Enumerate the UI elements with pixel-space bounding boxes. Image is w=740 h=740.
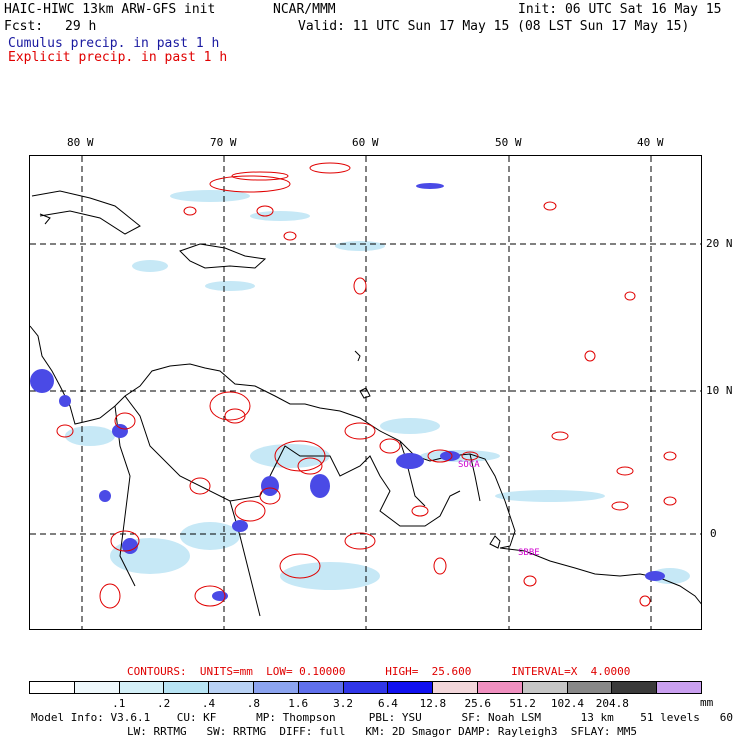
colorbar-label: 6.4 bbox=[378, 697, 398, 710]
station-label-soca: SOCA bbox=[458, 460, 480, 470]
explicit-precip-contours bbox=[56, 162, 677, 609]
cumulus-legend: Cumulus precip. in past 1 h bbox=[8, 36, 220, 51]
colorbar-cell bbox=[253, 682, 299, 693]
colorbar-cell bbox=[657, 682, 701, 693]
colorbar-label: 1.6 bbox=[288, 697, 309, 710]
lon-label-70w: 70 W bbox=[210, 136, 237, 149]
colorbar-cell bbox=[30, 682, 75, 693]
station-label-sbbe: SBBE bbox=[518, 548, 540, 558]
lon-label-50w: 50 W bbox=[495, 136, 522, 149]
colorbar-cell bbox=[209, 682, 254, 693]
model-info-line2: LW: RRTMG SW: RRTMG DIFF: full KM: 2D Sm… bbox=[127, 725, 637, 738]
colorbar-cell bbox=[567, 682, 613, 693]
colorbar-label: .2 bbox=[157, 697, 171, 710]
colorbar-label: .8 bbox=[246, 697, 260, 710]
precip-map bbox=[29, 155, 702, 630]
lon-label-40w: 40 W bbox=[637, 136, 664, 149]
valid-time: Valid: 11 UTC Sun 17 May 15 (08 LST Sun … bbox=[298, 19, 690, 34]
colorbar-label: .1 bbox=[112, 697, 126, 710]
colorbar-cell bbox=[612, 682, 658, 693]
colorbar-label: 102.4 bbox=[550, 697, 585, 710]
light-precip-areas bbox=[65, 190, 690, 590]
coastlines bbox=[30, 190, 701, 617]
fcst-label: Fcst: bbox=[4, 19, 44, 34]
colorbar-cell bbox=[477, 682, 523, 693]
map-canvas bbox=[30, 156, 701, 629]
colorbar-label: .4 bbox=[201, 697, 216, 710]
colorbar-cell bbox=[343, 682, 389, 693]
colorbar-label: 51.2 bbox=[509, 697, 536, 710]
colorbar-cell bbox=[433, 682, 478, 693]
colorbar-label: 3.2 bbox=[333, 697, 354, 710]
model-title: HAIC-HIWC 13km ARW-GFS init bbox=[4, 2, 216, 17]
contours-info: CONTOURS: UNITS=mm LOW= 0.10000 HIGH= 25… bbox=[127, 665, 631, 678]
colorbar-label: 25.6 bbox=[464, 697, 491, 710]
lat-label-10n: 10 N bbox=[706, 384, 733, 397]
lon-label-60w: 60 W bbox=[352, 136, 379, 149]
colorbar-cell bbox=[119, 682, 165, 693]
colorbar-cell bbox=[522, 682, 568, 693]
colorbar-label: 12.8 bbox=[419, 697, 447, 710]
init-time: Init: 06 UTC Sat 16 May 15 bbox=[518, 2, 722, 17]
lat-label-0: 0 bbox=[710, 527, 717, 540]
colorbar-cell bbox=[388, 682, 434, 693]
lat-label-20n: 20 N bbox=[706, 237, 733, 250]
cumulus-precip-areas bbox=[30, 183, 665, 601]
colorbar-cell bbox=[298, 682, 344, 693]
colorbar-cell bbox=[164, 682, 210, 693]
org-label: NCAR/MMM bbox=[273, 2, 336, 17]
colorbar-units: mm bbox=[700, 696, 714, 709]
colorbar-cell bbox=[74, 682, 120, 693]
explicit-legend: Explicit precip. in past 1 h bbox=[8, 50, 228, 65]
fcst-value: 29 h bbox=[65, 19, 97, 34]
lat-lon-grid bbox=[30, 156, 701, 629]
precip-colorbar bbox=[29, 681, 702, 694]
colorbar-label: 204.8 bbox=[595, 697, 629, 710]
lon-label-80w: 80 W bbox=[67, 136, 94, 149]
model-info-line1: Model Info: V3.6.1 CU: KF MP: Thompson P… bbox=[31, 711, 740, 724]
